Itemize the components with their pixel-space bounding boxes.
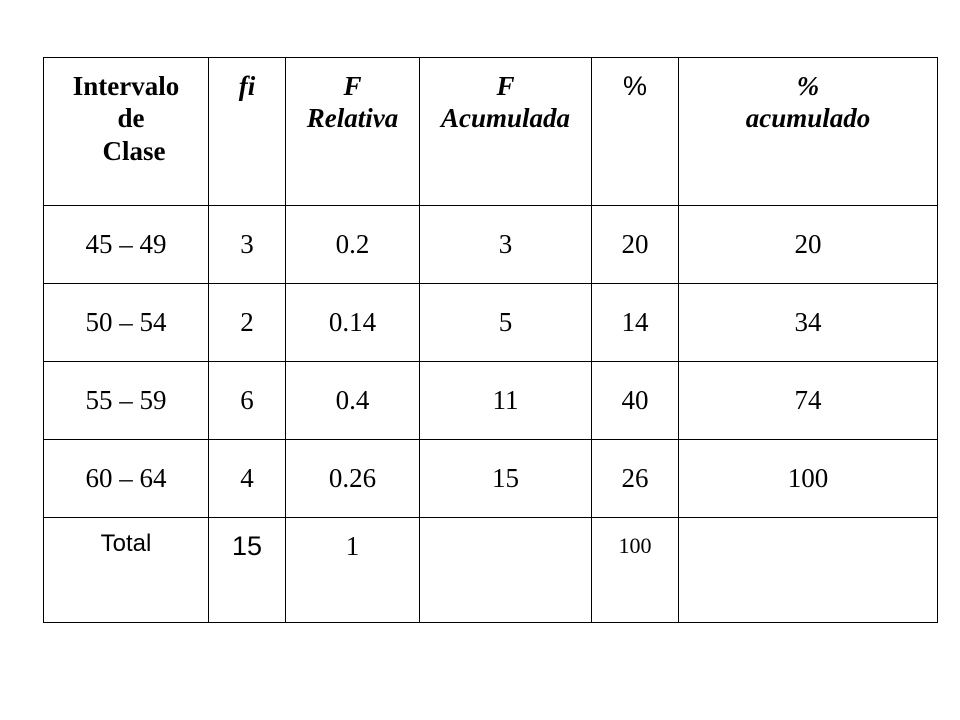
- total-fi: 15: [208, 517, 286, 623]
- header-text: Relativa: [306, 103, 399, 134]
- cell-percent: 14: [591, 283, 679, 362]
- cell-f-relativa: 0.14: [285, 283, 420, 362]
- cell-percent-acumulado: 74: [678, 361, 938, 440]
- cell-f-acumulada: 11: [419, 361, 592, 440]
- cell-intervalo: 50 – 54: [43, 283, 209, 362]
- header-text: fi: [238, 71, 256, 101]
- total-percent: 100: [591, 517, 679, 623]
- table-row: 45 – 49 3 0.2 3 20 20: [43, 205, 938, 284]
- header-intervalo-de-clase: Intervalo de Clase: [43, 57, 209, 206]
- total-row: Total 15 1 100: [43, 517, 938, 623]
- header-text: %: [796, 71, 820, 101]
- header-text: Clase: [102, 135, 166, 166]
- cell-fi: 3: [208, 205, 286, 284]
- cell-fi: 6: [208, 361, 286, 440]
- cell-percent: 40: [591, 361, 679, 440]
- table-row: 60 – 64 4 0.26 15 26 100: [43, 439, 938, 518]
- header-text: Acumulada: [440, 103, 571, 134]
- header-percent: %: [591, 57, 679, 206]
- header-text: F: [343, 71, 362, 101]
- cell-f-relativa: 0.4: [285, 361, 420, 440]
- header-text: acumulado: [745, 103, 871, 134]
- cell-f-acumulada: 5: [419, 283, 592, 362]
- header-text: Intervalo: [72, 71, 180, 101]
- total-label: Total: [43, 517, 209, 623]
- cell-intervalo: 55 – 59: [43, 361, 209, 440]
- header-text: de: [117, 103, 145, 134]
- cell-percent-acumulado: 20: [678, 205, 938, 284]
- total-f-relativa: 1: [285, 517, 420, 623]
- cell-percent: 26: [591, 439, 679, 518]
- cell-f-relativa: 0.2: [285, 205, 420, 284]
- header-percent-acumulado: % acumulado: [678, 57, 938, 206]
- table-row: 55 – 59 6 0.4 11 40 74: [43, 361, 938, 440]
- header-row: Intervalo de Clase fi F Relativa F Acumu…: [43, 57, 938, 206]
- cell-fi: 4: [208, 439, 286, 518]
- header-text: F: [496, 71, 515, 101]
- cell-percent-acumulado: 100: [678, 439, 938, 518]
- cell-percent: 20: [591, 205, 679, 284]
- cell-f-acumulada: 15: [419, 439, 592, 518]
- total-f-acumulada: [419, 517, 592, 623]
- cell-f-relativa: 0.26: [285, 439, 420, 518]
- total-percent-acumulado: [678, 517, 938, 623]
- frequency-table: Intervalo de Clase fi F Relativa F Acumu…: [43, 57, 938, 623]
- header-text: %: [622, 71, 647, 101]
- header-fi: fi: [208, 57, 286, 206]
- header-f-relativa: F Relativa: [285, 57, 420, 206]
- cell-f-acumulada: 3: [419, 205, 592, 284]
- cell-percent-acumulado: 34: [678, 283, 938, 362]
- cell-intervalo: 60 – 64: [43, 439, 209, 518]
- cell-intervalo: 45 – 49: [43, 205, 209, 284]
- header-f-acumulada: F Acumulada: [419, 57, 592, 206]
- table-row: 50 – 54 2 0.14 5 14 34: [43, 283, 938, 362]
- cell-fi: 2: [208, 283, 286, 362]
